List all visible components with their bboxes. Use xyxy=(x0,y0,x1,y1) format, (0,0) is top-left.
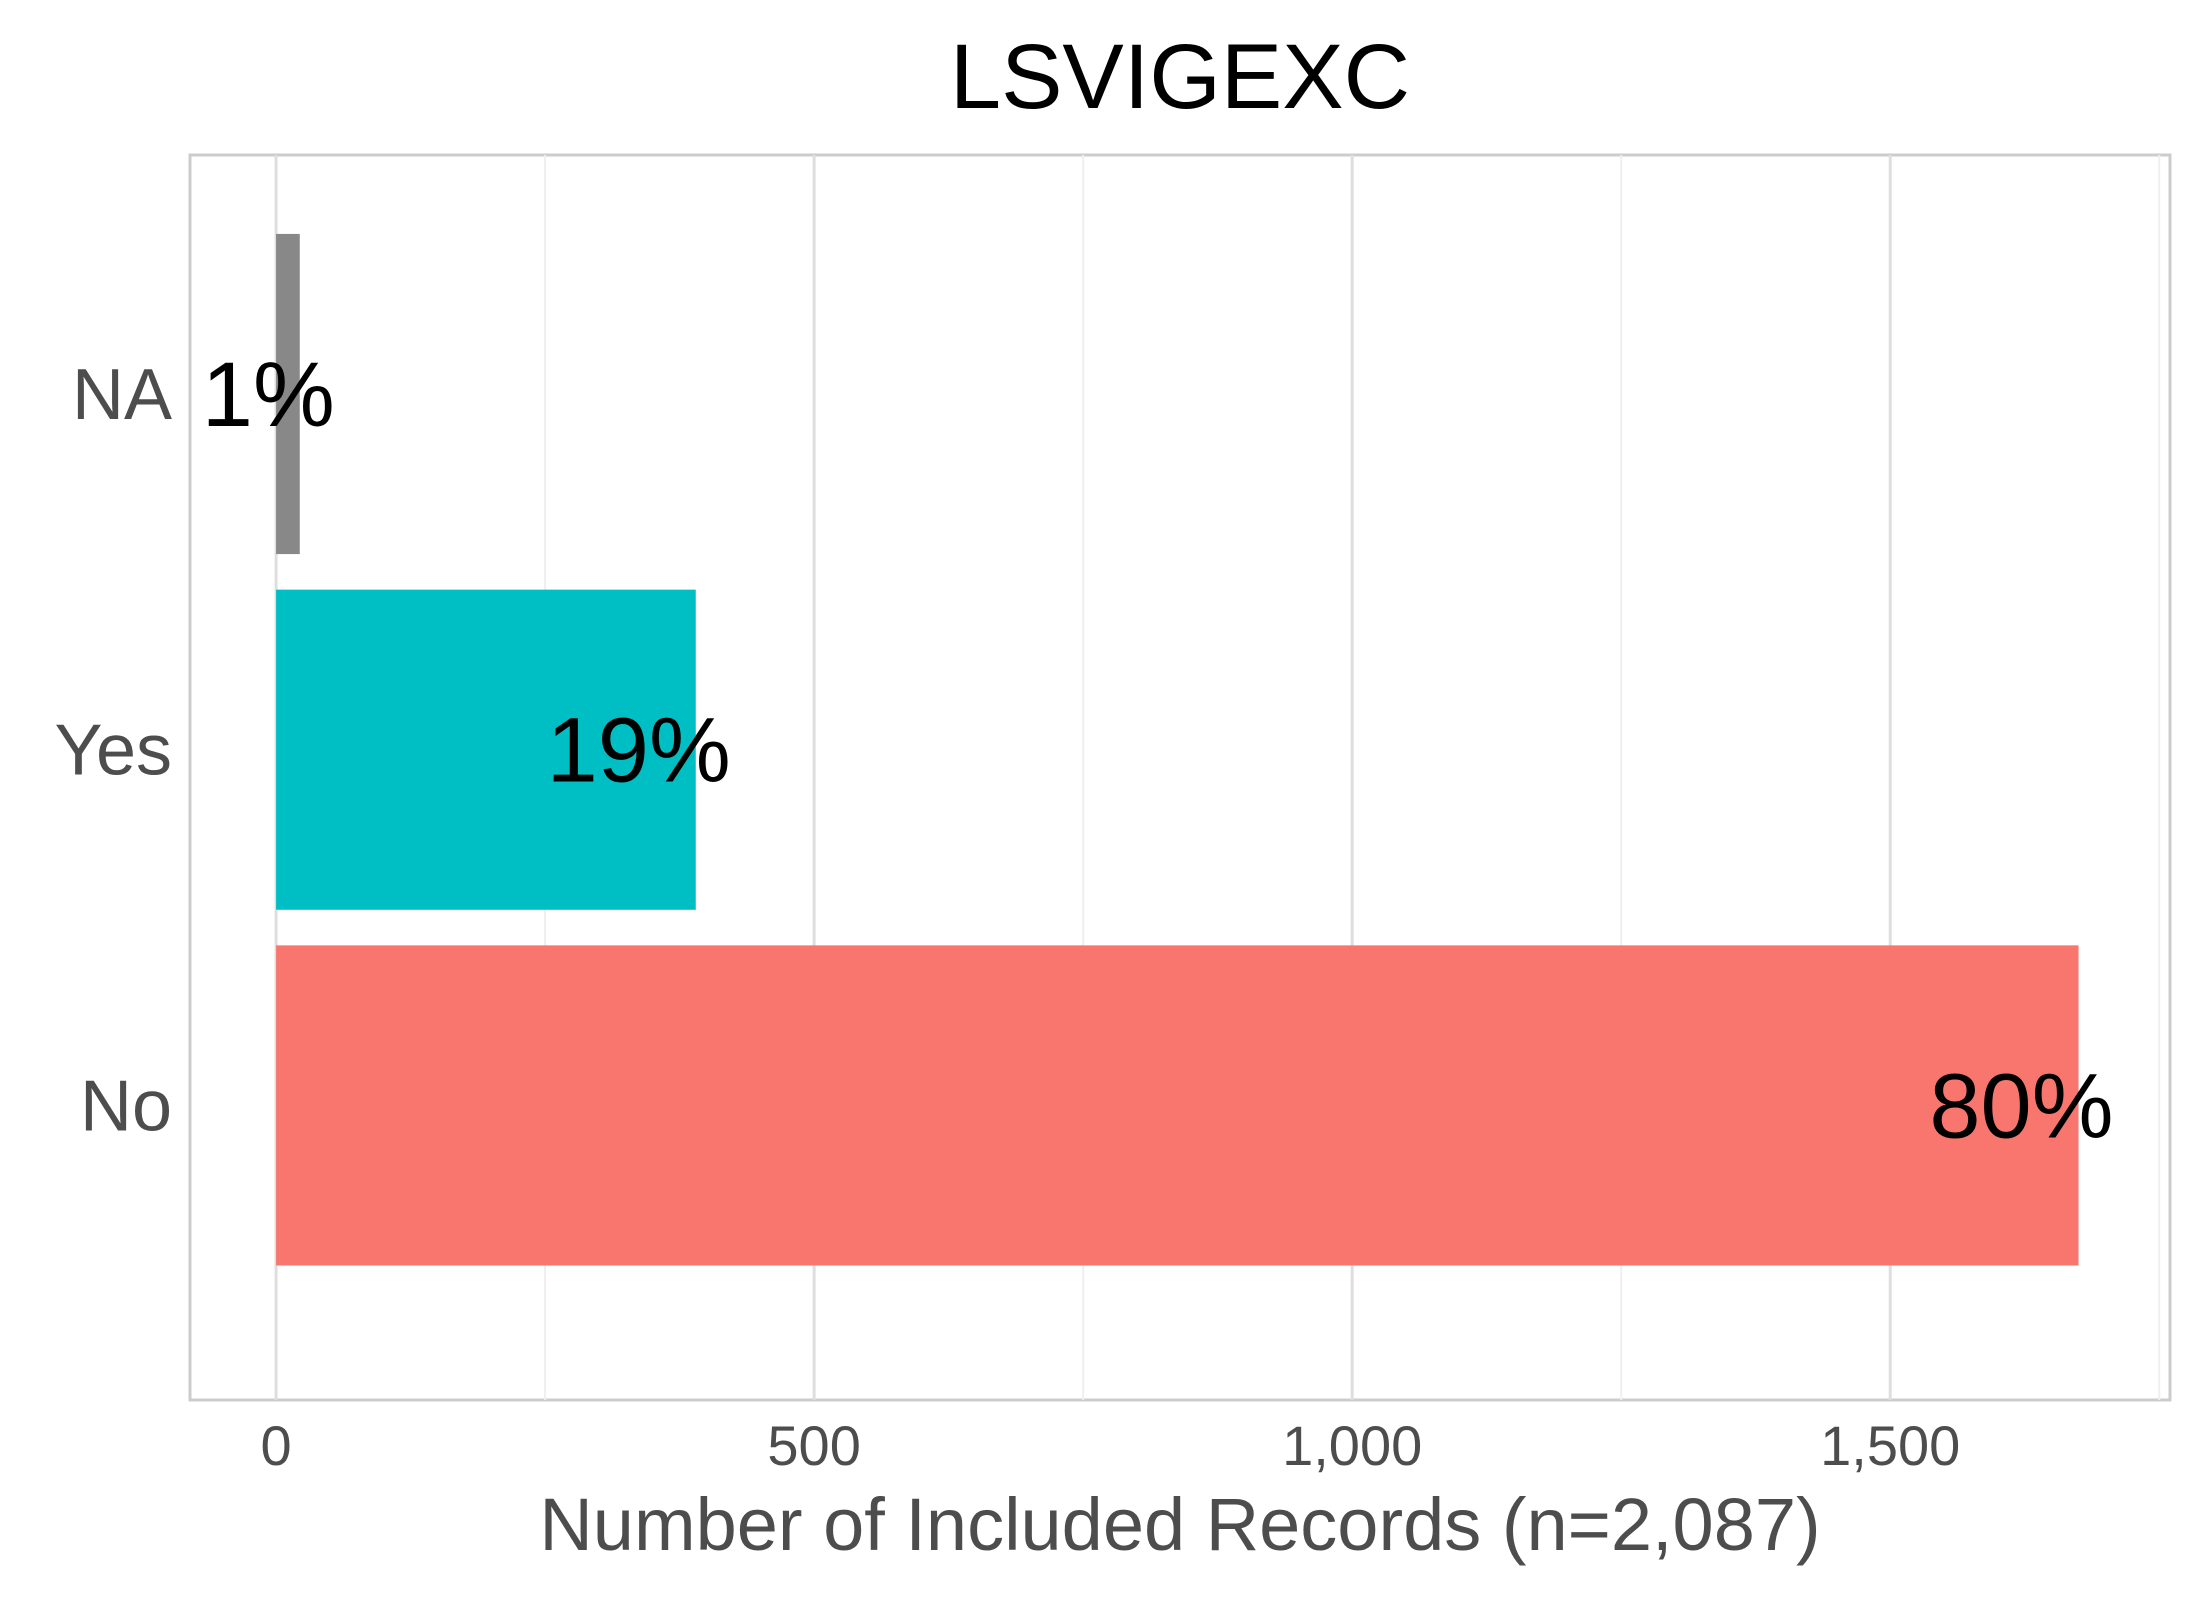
category-labels-group: No Yes NA xyxy=(55,355,172,1146)
chart-title: LSVIGEXC xyxy=(950,26,1410,128)
data-label-yes: 19% xyxy=(547,700,731,802)
data-label-no: 80% xyxy=(1929,1055,2113,1157)
category-label-yes: Yes xyxy=(55,711,172,791)
category-label-no: No xyxy=(80,1066,172,1146)
x-tick-label: 0 xyxy=(261,1414,292,1477)
bars-group xyxy=(276,233,2079,1266)
data-label-na: 1% xyxy=(202,344,335,446)
x-axis-title: Number of Included Records (n=2,087) xyxy=(539,1483,1820,1566)
x-tick-label: 1,000 xyxy=(1282,1414,1422,1477)
bar-no xyxy=(276,945,2079,1266)
data-labels-group: 80% 19% 1% xyxy=(202,344,2114,1157)
bar-yes xyxy=(276,589,696,910)
category-label-na: NA xyxy=(72,355,172,435)
x-tick-label: 500 xyxy=(767,1414,860,1477)
x-tick-label: 1,500 xyxy=(1820,1414,1960,1477)
x-tick-labels-group: 0 500 1,000 1,500 xyxy=(261,1414,1961,1477)
bar-na xyxy=(276,233,300,555)
